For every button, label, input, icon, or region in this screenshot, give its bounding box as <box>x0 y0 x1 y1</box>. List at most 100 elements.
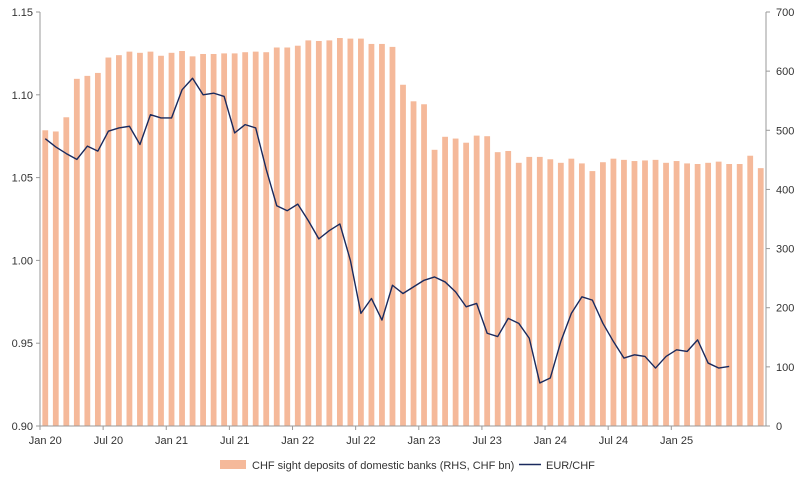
bar-58 <box>652 159 659 427</box>
bar-25 <box>305 40 312 426</box>
bar-14 <box>189 56 196 427</box>
right-tick-label-7: 700 <box>776 7 794 19</box>
bar-18 <box>231 53 238 427</box>
bar-7 <box>116 55 122 427</box>
bar-19 <box>242 52 249 426</box>
bar-50 <box>568 158 575 427</box>
bar-48 <box>547 159 554 426</box>
bar-41 <box>473 135 480 427</box>
left-tick-label-5: 1.15 <box>12 7 33 19</box>
right-tick-label-5: 500 <box>776 125 794 137</box>
x-tick-label-1: Jul 20 <box>94 435 123 447</box>
bar-43 <box>494 152 501 427</box>
x-tick-label-10: Jan 25 <box>660 435 693 447</box>
bar-12 <box>168 52 175 427</box>
eurchf-line <box>44 77 730 384</box>
right-tick-label-1: 100 <box>776 362 794 374</box>
bar-42 <box>484 136 491 426</box>
bar-35 <box>410 101 417 426</box>
right-tick-label-2: 200 <box>776 303 794 315</box>
bar-37 <box>431 149 438 427</box>
bar-29 <box>347 38 354 427</box>
bar-10 <box>147 51 154 426</box>
bar-60 <box>673 161 680 427</box>
bar-32 <box>379 43 385 426</box>
legend-bar-label: CHF sight deposits of domestic banks (RH… <box>252 460 514 472</box>
bar-0 <box>42 130 49 427</box>
bars-layer <box>42 38 764 427</box>
line-layer <box>44 77 730 384</box>
bar-46 <box>526 156 533 426</box>
left-tick-label-1: 0.95 <box>12 338 33 350</box>
left-tick-label-0: 0.90 <box>12 421 33 433</box>
bar-56 <box>631 161 638 427</box>
bar-51 <box>578 163 585 426</box>
x-tick-label-6: Jan 23 <box>408 435 441 447</box>
legend: CHF sight deposits of domestic banks (RH… <box>220 460 595 472</box>
bar-8 <box>126 51 133 426</box>
bar-34 <box>400 84 406 426</box>
x-tick-label-8: Jan 24 <box>534 435 567 447</box>
x-tick-label-5: Jul 22 <box>346 435 375 447</box>
bar-39 <box>452 138 459 426</box>
x-tick-label-4: Jan 22 <box>281 435 314 447</box>
bar-36 <box>421 104 427 426</box>
bar-61 <box>684 163 690 426</box>
bar-40 <box>463 142 470 426</box>
bar-9 <box>137 52 143 427</box>
bar-26 <box>315 40 322 426</box>
left-tick-label-4: 1.10 <box>12 90 33 102</box>
bar-4 <box>84 75 91 427</box>
bar-17 <box>221 53 228 427</box>
bar-66 <box>736 164 743 426</box>
bar-31 <box>368 43 375 426</box>
bar-16 <box>210 53 217 427</box>
left-tick-label-3: 1.05 <box>12 173 33 185</box>
bar-28 <box>336 38 343 427</box>
bar-13 <box>179 51 185 426</box>
bar-22 <box>273 47 280 427</box>
right-tick-label-4: 400 <box>776 184 794 196</box>
bar-33 <box>389 46 396 426</box>
bar-62 <box>694 164 701 426</box>
x-tick-label-7: Jul 23 <box>472 435 501 447</box>
right-tick-label-3: 300 <box>776 244 794 256</box>
left-tick-label-2: 1.00 <box>12 255 33 267</box>
legend-bar-swatch <box>220 460 246 469</box>
bar-20 <box>252 51 259 426</box>
bar-64 <box>715 161 722 426</box>
bar-23 <box>284 47 291 427</box>
bar-44 <box>505 150 512 427</box>
bar-67 <box>747 155 754 426</box>
bar-3 <box>73 78 80 426</box>
bar-30 <box>358 38 364 427</box>
bar-21 <box>263 52 270 426</box>
bar-53 <box>600 162 606 426</box>
x-tick-label-3: Jul 21 <box>220 435 249 447</box>
bar-65 <box>726 164 733 426</box>
bar-59 <box>663 162 669 426</box>
bar-52 <box>589 171 596 426</box>
bar-27 <box>326 40 333 426</box>
right-tick-label-6: 600 <box>776 66 794 78</box>
bar-15 <box>200 53 206 427</box>
x-tick-label-9: Jul 24 <box>599 435 628 447</box>
axes-layer <box>39 12 767 427</box>
bar-11 <box>158 55 164 427</box>
bar-5 <box>94 72 101 427</box>
bar-54 <box>610 158 617 427</box>
bar-57 <box>642 160 648 426</box>
x-tick-label-0: Jan 20 <box>29 435 62 447</box>
bar-63 <box>705 162 712 426</box>
bar-24 <box>294 45 301 427</box>
legend-line-label: EUR/CHF <box>546 460 595 472</box>
bar-49 <box>557 162 564 426</box>
bar-6 <box>105 57 112 426</box>
bar-2 <box>63 117 70 427</box>
bar-1 <box>52 131 59 426</box>
bar-47 <box>536 156 543 426</box>
bar-55 <box>621 159 627 427</box>
ticks-layer: 0.90 0.95 1.00 1.05 1.10 1.15 0 100 200 300 400 500… <box>12 7 795 447</box>
x-tick-label-2: Jan 21 <box>155 435 188 447</box>
